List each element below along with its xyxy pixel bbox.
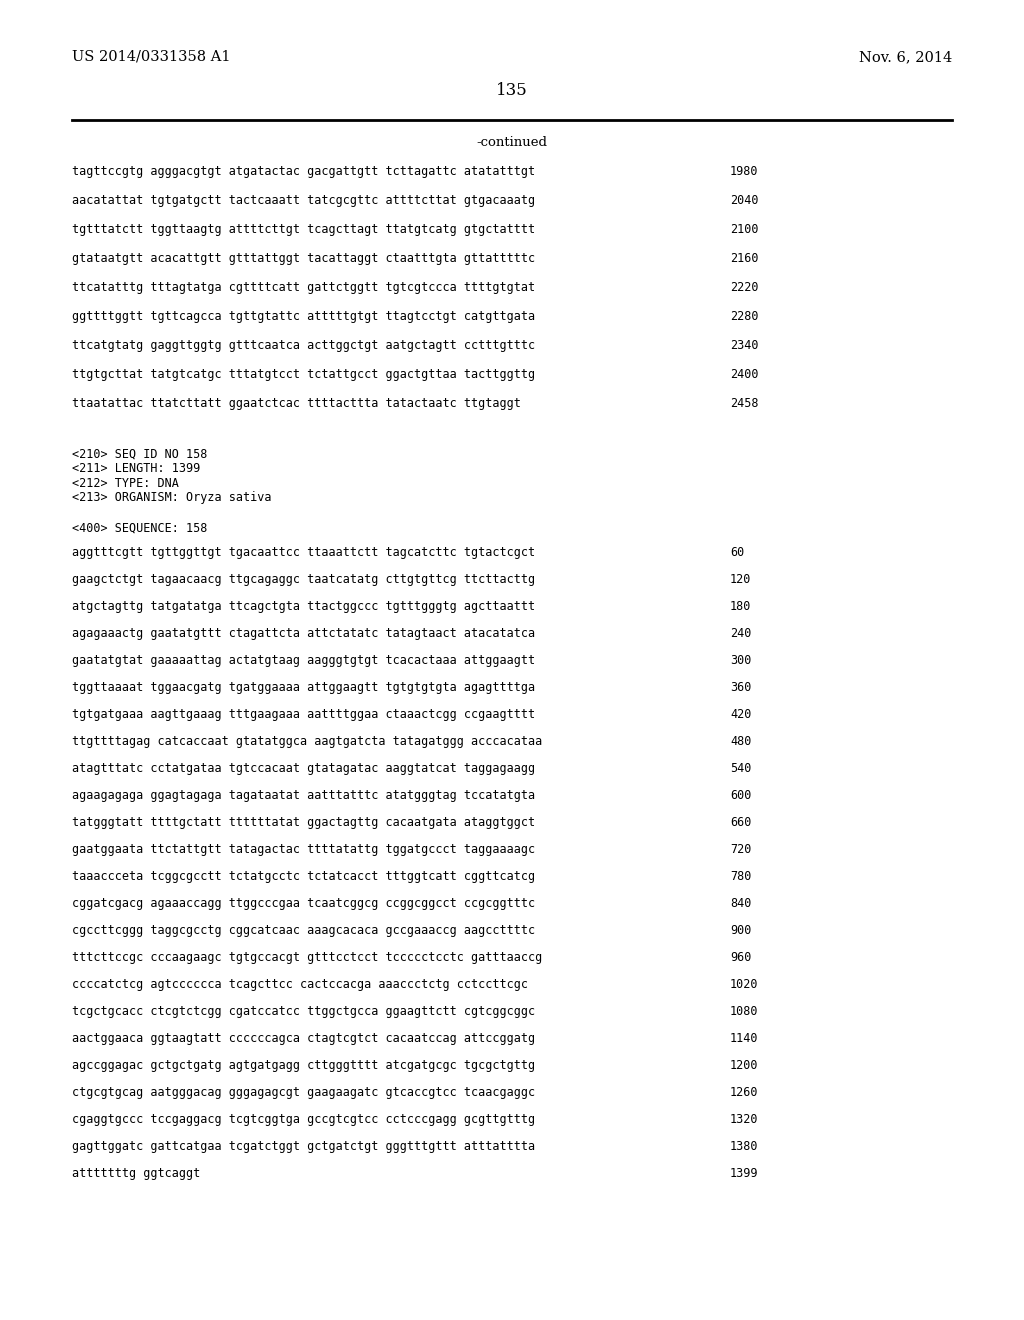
Text: agagaaactg gaatatgttt ctagattcta attctatatc tatagtaact atacatatca: agagaaactg gaatatgttt ctagattcta attctat… — [72, 627, 536, 640]
Text: gtataatgtt acacattgtt gtttattggt tacattaggt ctaatttgta gttatttttc: gtataatgtt acacattgtt gtttattggt tacatta… — [72, 252, 536, 265]
Text: ttgtgcttat tatgtcatgc tttatgtcct tctattgcct ggactgttaa tacttggttg: ttgtgcttat tatgtcatgc tttatgtcct tctattg… — [72, 368, 536, 381]
Text: <213> ORGANISM: Oryza sativa: <213> ORGANISM: Oryza sativa — [72, 491, 271, 504]
Text: 1320: 1320 — [730, 1113, 759, 1126]
Text: ttaatattac ttatcttatt ggaatctcac ttttacttta tatactaatc ttgtaggt: ttaatattac ttatcttatt ggaatctcac ttttact… — [72, 397, 521, 411]
Text: 660: 660 — [730, 816, 752, 829]
Text: 1080: 1080 — [730, 1005, 759, 1018]
Text: 180: 180 — [730, 601, 752, 612]
Text: gaatatgtat gaaaaattag actatgtaag aagggtgtgt tcacactaaa attggaagtt: gaatatgtat gaaaaattag actatgtaag aagggtg… — [72, 653, 536, 667]
Text: ccccatctcg agtcccccca tcagcttcc cactccacga aaaccctctg cctccttcgc: ccccatctcg agtcccccca tcagcttcc cactccac… — [72, 978, 528, 991]
Text: -continued: -continued — [476, 136, 548, 149]
Text: ttcatatttg tttagtatga cgttttcatt gattctggtt tgtcgtccca ttttgtgtat: ttcatatttg tttagtatga cgttttcatt gattctg… — [72, 281, 536, 294]
Text: ctgcgtgcag aatgggacag gggagagcgt gaagaagatc gtcaccgtcc tcaacgaggc: ctgcgtgcag aatgggacag gggagagcgt gaagaag… — [72, 1086, 536, 1100]
Text: 2400: 2400 — [730, 368, 759, 381]
Text: 420: 420 — [730, 708, 752, 721]
Text: aggtttcgtt tgttggttgt tgacaattcc ttaaattctt tagcatcttc tgtactcgct: aggtttcgtt tgttggttgt tgacaattcc ttaaatt… — [72, 546, 536, 558]
Text: 300: 300 — [730, 653, 752, 667]
Text: <211> LENGTH: 1399: <211> LENGTH: 1399 — [72, 462, 201, 475]
Text: tatgggtatt ttttgctatt ttttttatat ggactagttg cacaatgata ataggtggct: tatgggtatt ttttgctatt ttttttatat ggactag… — [72, 816, 536, 829]
Text: 135: 135 — [496, 82, 528, 99]
Text: tgtgatgaaa aagttgaaag tttgaagaaa aattttggaa ctaaactcgg ccgaagtttt: tgtgatgaaa aagttgaaag tttgaagaaa aattttg… — [72, 708, 536, 721]
Text: 1020: 1020 — [730, 978, 759, 991]
Text: <212> TYPE: DNA: <212> TYPE: DNA — [72, 477, 179, 490]
Text: aacatattat tgtgatgctt tactcaaatt tatcgcgttc attttcttat gtgacaaatg: aacatattat tgtgatgctt tactcaaatt tatcgcg… — [72, 194, 536, 207]
Text: 2340: 2340 — [730, 339, 759, 352]
Text: tcgctgcacc ctcgtctcgg cgatccatcc ttggctgcca ggaagttctt cgtcggcggc: tcgctgcacc ctcgtctcgg cgatccatcc ttggctg… — [72, 1005, 536, 1018]
Text: atgctagttg tatgatatga ttcagctgta ttactggccc tgtttgggtg agcttaattt: atgctagttg tatgatatga ttcagctgta ttactgg… — [72, 601, 536, 612]
Text: gagttggatc gattcatgaa tcgatctggt gctgatctgt gggtttgttt atttatttta: gagttggatc gattcatgaa tcgatctggt gctgatc… — [72, 1140, 536, 1152]
Text: 2100: 2100 — [730, 223, 759, 236]
Text: <400> SEQUENCE: 158: <400> SEQUENCE: 158 — [72, 521, 208, 535]
Text: cggatcgacg agaaaccagg ttggcccgaa tcaatcggcg ccggcggcct ccgcggtttc: cggatcgacg agaaaccagg ttggcccgaa tcaatcg… — [72, 898, 536, 909]
Text: 2220: 2220 — [730, 281, 759, 294]
Text: 2458: 2458 — [730, 397, 759, 411]
Text: 60: 60 — [730, 546, 744, 558]
Text: 600: 600 — [730, 789, 752, 803]
Text: agaagagaga ggagtagaga tagataatat aatttatttc atatgggtag tccatatgta: agaagagaga ggagtagaga tagataatat aatttat… — [72, 789, 536, 803]
Text: ttcatgtatg gaggttggtg gtttcaatca acttggctgt aatgctagtt cctttgtttc: ttcatgtatg gaggttggtg gtttcaatca acttggc… — [72, 339, 536, 352]
Text: 960: 960 — [730, 950, 752, 964]
Text: 900: 900 — [730, 924, 752, 937]
Text: atagtttatc cctatgataa tgtccacaat gtatagatac aaggtatcat taggagaagg: atagtttatc cctatgataa tgtccacaat gtataga… — [72, 762, 536, 775]
Text: tgtttatctt tggttaagtg attttcttgt tcagcttagt ttatgtcatg gtgctatttt: tgtttatctt tggttaagtg attttcttgt tcagctt… — [72, 223, 536, 236]
Text: 780: 780 — [730, 870, 752, 883]
Text: gaatggaata ttctattgtt tatagactac ttttatattg tggatgccct taggaaaagc: gaatggaata ttctattgtt tatagactac ttttata… — [72, 843, 536, 855]
Text: 2160: 2160 — [730, 252, 759, 265]
Text: agccggagac gctgctgatg agtgatgagg cttgggtttt atcgatgcgc tgcgctgttg: agccggagac gctgctgatg agtgatgagg cttgggt… — [72, 1059, 536, 1072]
Text: 240: 240 — [730, 627, 752, 640]
Text: 360: 360 — [730, 681, 752, 694]
Text: ttgttttagag catcaccaat gtatatggca aagtgatcta tatagatggg acccacataa: ttgttttagag catcaccaat gtatatggca aagtga… — [72, 735, 543, 748]
Text: 120: 120 — [730, 573, 752, 586]
Text: 1140: 1140 — [730, 1032, 759, 1045]
Text: 1980: 1980 — [730, 165, 759, 178]
Text: 2280: 2280 — [730, 310, 759, 323]
Text: <210> SEQ ID NO 158: <210> SEQ ID NO 158 — [72, 447, 208, 461]
Text: cgaggtgccc tccgaggacg tcgtcggtga gccgtcgtcc cctcccgagg gcgttgtttg: cgaggtgccc tccgaggacg tcgtcggtga gccgtcg… — [72, 1113, 536, 1126]
Text: 1399: 1399 — [730, 1167, 759, 1180]
Text: 540: 540 — [730, 762, 752, 775]
Text: atttttttg ggtcaggt: atttttttg ggtcaggt — [72, 1167, 201, 1180]
Text: ggttttggtt tgttcagcca tgttgtattc atttttgtgt ttagtcctgt catgttgata: ggttttggtt tgttcagcca tgttgtattc atttttg… — [72, 310, 536, 323]
Text: 480: 480 — [730, 735, 752, 748]
Text: cgccttcggg taggcgcctg cggcatcaac aaagcacaca gccgaaaccg aagccttttc: cgccttcggg taggcgcctg cggcatcaac aaagcac… — [72, 924, 536, 937]
Text: 720: 720 — [730, 843, 752, 855]
Text: 840: 840 — [730, 898, 752, 909]
Text: taaaccceta tcggcgcctt tctatgcctc tctatcacct tttggtcatt cggttcatcg: taaaccceta tcggcgcctt tctatgcctc tctatca… — [72, 870, 536, 883]
Text: tggttaaaat tggaacgatg tgatggaaaa attggaagtt tgtgtgtgta agagttttga: tggttaaaat tggaacgatg tgatggaaaa attggaa… — [72, 681, 536, 694]
Text: tttcttccgc cccaagaagc tgtgccacgt gtttcctcct tccccctcctc gatttaaccg: tttcttccgc cccaagaagc tgtgccacgt gtttcct… — [72, 950, 543, 964]
Text: 1200: 1200 — [730, 1059, 759, 1072]
Text: aactggaaca ggtaagtatt ccccccagca ctagtcgtct cacaatccag attccggatg: aactggaaca ggtaagtatt ccccccagca ctagtcg… — [72, 1032, 536, 1045]
Text: 2040: 2040 — [730, 194, 759, 207]
Text: tagttccgtg agggacgtgt atgatactac gacgattgtt tcttagattc atatatttgt: tagttccgtg agggacgtgt atgatactac gacgatt… — [72, 165, 536, 178]
Text: US 2014/0331358 A1: US 2014/0331358 A1 — [72, 50, 230, 63]
Text: gaagctctgt tagaacaacg ttgcagaggc taatcatatg cttgtgttcg ttcttacttg: gaagctctgt tagaacaacg ttgcagaggc taatcat… — [72, 573, 536, 586]
Text: 1260: 1260 — [730, 1086, 759, 1100]
Text: Nov. 6, 2014: Nov. 6, 2014 — [859, 50, 952, 63]
Text: 1380: 1380 — [730, 1140, 759, 1152]
